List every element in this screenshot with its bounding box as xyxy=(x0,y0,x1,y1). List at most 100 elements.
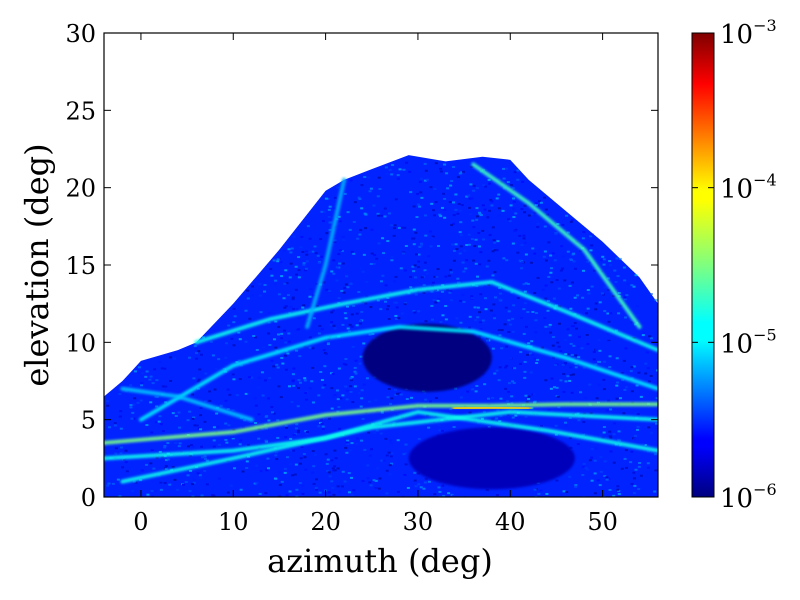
texture-cell xyxy=(264,415,268,418)
texture-cell xyxy=(158,361,162,364)
texture-cell xyxy=(474,262,478,265)
texture-cell xyxy=(623,298,627,301)
texture-cell xyxy=(400,226,404,229)
texture-cell xyxy=(342,362,346,365)
texture-cell xyxy=(550,281,554,284)
texture-cell xyxy=(119,452,123,455)
texture-cell xyxy=(443,163,447,166)
texture-cell xyxy=(168,483,172,486)
texture-cell xyxy=(360,184,364,187)
texture-cell xyxy=(414,272,418,275)
texture-cell xyxy=(352,252,356,255)
texture-cell xyxy=(292,449,296,452)
texture-cell xyxy=(341,235,345,238)
texture-cell xyxy=(622,412,626,415)
texture-cell xyxy=(444,275,448,278)
texture-cell xyxy=(393,224,397,227)
texture-cell xyxy=(385,308,389,311)
texture-cell xyxy=(145,463,149,466)
texture-cell xyxy=(414,231,418,234)
texture-cell xyxy=(438,429,442,432)
texture-cell xyxy=(305,398,309,401)
texture-cell xyxy=(523,302,527,305)
texture-cell xyxy=(569,342,573,345)
texture-cell xyxy=(118,495,122,497)
texture-cell xyxy=(633,437,637,440)
texture-cell xyxy=(546,213,550,216)
texture-cell xyxy=(585,333,589,336)
texture-cell xyxy=(452,494,456,497)
texture-cell xyxy=(301,484,305,487)
texture-cell xyxy=(346,286,350,289)
texture-cell xyxy=(389,455,393,458)
texture-cell xyxy=(325,462,329,465)
texture-cell xyxy=(527,395,531,398)
texture-cell xyxy=(467,194,471,197)
texture-cell xyxy=(393,280,397,283)
texture-cell xyxy=(377,487,381,490)
texture-cell xyxy=(630,321,634,324)
texture-cell xyxy=(389,439,393,442)
texture-cell xyxy=(570,281,574,284)
texture-cell xyxy=(605,409,609,412)
texture-cell xyxy=(544,208,548,211)
texture-cell xyxy=(346,211,350,214)
texture-cell xyxy=(296,431,300,434)
texture-cell xyxy=(594,308,598,311)
texture-cell xyxy=(497,193,501,196)
texture-cell xyxy=(291,380,295,383)
texture-cell xyxy=(292,308,296,311)
texture-cell xyxy=(607,320,611,323)
texture-cell xyxy=(371,431,375,434)
y-tick-label: 10 xyxy=(65,329,96,357)
texture-cell xyxy=(526,282,530,285)
texture-cell xyxy=(466,390,470,393)
texture-cell xyxy=(289,262,293,265)
texture-cell xyxy=(639,395,643,398)
texture-cell xyxy=(292,367,296,370)
texture-cell xyxy=(534,202,538,205)
texture-cell xyxy=(280,337,284,340)
texture-cell xyxy=(614,280,618,283)
texture-cell xyxy=(434,415,438,418)
texture-cell xyxy=(593,472,597,475)
texture-cell xyxy=(298,317,302,320)
band-upper-arc xyxy=(194,280,658,353)
texture-cell xyxy=(530,340,534,343)
texture-cell xyxy=(383,207,387,210)
texture-cell xyxy=(246,289,250,292)
texture-cell xyxy=(581,433,585,436)
texture-cell xyxy=(402,168,406,171)
texture-cell xyxy=(294,384,298,387)
texture-cell xyxy=(303,456,307,459)
texture-cell xyxy=(641,334,645,337)
texture-cell xyxy=(506,181,510,184)
texture-cell xyxy=(231,437,235,440)
texture-cell xyxy=(239,488,243,491)
texture-cell xyxy=(284,368,288,371)
texture-cell xyxy=(555,279,559,282)
texture-cell xyxy=(491,274,495,277)
texture-cell xyxy=(424,320,428,323)
texture-cell xyxy=(149,462,153,465)
texture-cell xyxy=(214,367,218,370)
texture-cell xyxy=(390,173,394,176)
texture-cell xyxy=(196,380,200,383)
texture-cell xyxy=(268,343,272,346)
texture-cell xyxy=(608,355,612,358)
texture-cell xyxy=(345,389,349,392)
texture-cell xyxy=(522,308,526,311)
texture-cell xyxy=(456,212,460,215)
texture-cell xyxy=(404,443,408,446)
texture-cell xyxy=(232,378,236,381)
texture-cell xyxy=(267,419,271,422)
texture-cell xyxy=(498,366,502,369)
texture-cell xyxy=(476,316,480,319)
texture-cell xyxy=(223,483,227,486)
texture-cell xyxy=(424,477,428,480)
texture-cell xyxy=(569,258,573,261)
texture-cell xyxy=(355,312,359,315)
texture-cell xyxy=(336,398,340,401)
texture-cell xyxy=(434,301,438,304)
texture-cell xyxy=(500,347,504,350)
